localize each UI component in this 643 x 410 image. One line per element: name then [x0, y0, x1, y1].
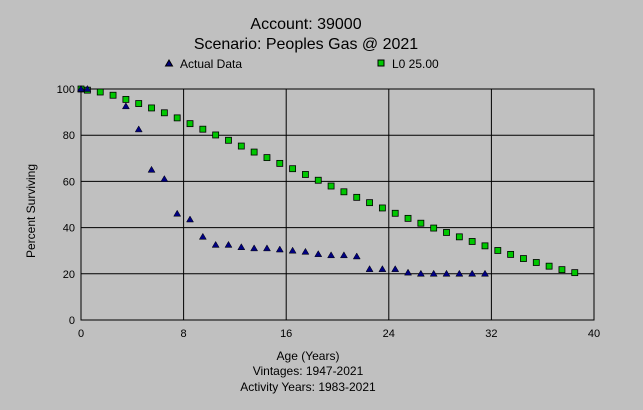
model-point	[289, 165, 297, 173]
x-tick-label: 24	[383, 328, 395, 340]
x-tick-label: 8	[181, 328, 187, 340]
model-point	[122, 95, 130, 103]
model-point	[443, 229, 450, 236]
model-point	[250, 148, 258, 156]
x-tick-label: 40	[588, 328, 600, 340]
legend-model-marker-icon	[377, 59, 385, 67]
y-tick-label: 40	[63, 223, 75, 235]
model-point	[571, 269, 579, 277]
x-axis-label: Age (Years)	[277, 349, 340, 363]
model-point	[353, 193, 361, 201]
model-point	[302, 171, 309, 178]
y-tick-label: 60	[63, 176, 75, 188]
model-point	[532, 259, 540, 266]
actual-point	[83, 85, 92, 92]
actual-point	[404, 268, 412, 276]
model-point	[340, 188, 348, 196]
x-tick-label: 0	[78, 328, 84, 340]
model-point	[494, 247, 502, 254]
model-point	[225, 136, 232, 144]
model-point	[404, 214, 412, 222]
model-point	[186, 120, 194, 128]
model-point	[160, 109, 168, 117]
actual-point	[77, 85, 85, 92]
vintages-label: Vintages: 1947-2021	[253, 364, 364, 378]
actual-point	[339, 251, 348, 259]
actual-point	[263, 244, 271, 252]
model-point	[327, 182, 335, 190]
y-axis-label: Percent Surviving	[24, 164, 38, 258]
model-point	[430, 224, 438, 232]
model-point	[558, 266, 566, 274]
model-point	[109, 91, 117, 99]
model-point	[391, 209, 399, 217]
actual-point	[288, 246, 297, 254]
actual-point	[327, 251, 336, 259]
model-point	[199, 125, 207, 133]
actual-point	[365, 265, 374, 272]
actual-point	[121, 102, 130, 110]
model-point	[455, 233, 463, 241]
actual-point	[352, 252, 361, 260]
y-tick-label: 100	[57, 84, 75, 96]
model-point	[135, 100, 143, 107]
actual-point	[429, 269, 438, 277]
model-point	[468, 238, 476, 245]
actual-point	[481, 269, 489, 277]
activity-years-label: Activity Years: 1983-2021	[240, 380, 376, 394]
chart-title: Account: 39000	[250, 16, 361, 33]
chart-subtitle: Scenario: Peoples Gas @ 2021	[194, 36, 418, 53]
actual-point	[416, 269, 425, 277]
y-tick-label: 80	[63, 130, 75, 142]
actual-point	[442, 269, 451, 277]
model-point	[276, 159, 284, 167]
actual-point	[211, 240, 220, 248]
legend-actual-label: Actual Data	[180, 57, 242, 71]
x-tick-label: 16	[280, 328, 292, 340]
x-axis-ticks: 0 8 16 24 32 40	[78, 328, 600, 340]
actual-point	[224, 240, 233, 248]
x-tick-label: 32	[485, 328, 497, 340]
actual-point	[160, 175, 169, 182]
model-point	[173, 114, 181, 122]
actual-point	[134, 125, 143, 133]
actual-point	[173, 209, 182, 217]
actual-point	[147, 165, 156, 173]
model-point	[545, 262, 553, 270]
series-actual-points	[77, 85, 489, 277]
plot-area	[80, 88, 595, 321]
actual-point	[250, 244, 259, 252]
legend-model-label: L0 25.00	[392, 57, 439, 71]
model-point	[481, 242, 489, 250]
model-point	[263, 154, 271, 162]
series-model-points	[77, 85, 579, 277]
actual-point	[455, 269, 464, 277]
actual-point	[391, 265, 400, 272]
model-point	[378, 204, 386, 212]
actual-point	[275, 245, 284, 253]
model-point	[520, 255, 527, 262]
model-point	[366, 199, 373, 207]
model-point	[96, 88, 104, 96]
legend-actual-marker-icon	[164, 59, 174, 67]
actual-point	[378, 265, 387, 272]
model-point	[507, 250, 515, 258]
model-point	[417, 219, 425, 227]
y-axis-ticks: 0 20 40 60 80 100	[57, 84, 75, 327]
y-tick-label: 20	[63, 269, 75, 281]
model-point	[314, 176, 322, 184]
legend: Actual Data L0 25.00	[164, 57, 439, 71]
actual-point	[198, 232, 207, 240]
model-point	[148, 104, 155, 112]
actual-point	[301, 247, 310, 255]
actual-point	[468, 269, 477, 277]
actual-point	[314, 250, 323, 257]
model-point	[237, 142, 245, 150]
actual-point	[237, 243, 246, 250]
actual-point	[186, 215, 194, 223]
y-tick-label: 0	[69, 315, 75, 327]
model-point	[212, 131, 220, 139]
